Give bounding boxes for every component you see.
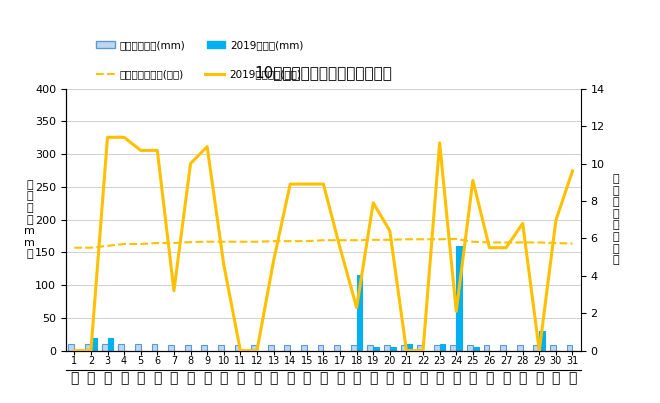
Title: 10月降水量・日照時間（日別）: 10月降水量・日照時間（日別）: [255, 66, 392, 81]
Bar: [69, 344, 75, 351]
Bar: [168, 345, 174, 351]
Bar: [268, 345, 274, 351]
Bar: [434, 345, 440, 351]
Bar: [135, 344, 141, 351]
Bar: [450, 345, 456, 351]
Bar: [108, 338, 114, 351]
Bar: [384, 345, 390, 351]
Bar: [539, 331, 545, 351]
Bar: [351, 345, 356, 351]
Bar: [301, 345, 307, 351]
Bar: [550, 345, 556, 351]
Y-axis label: 降
水
量
（
m
m
）: 降 水 量 （ m m ）: [24, 180, 35, 260]
Bar: [317, 345, 323, 351]
Bar: [118, 344, 124, 351]
Bar: [533, 345, 539, 351]
Bar: [185, 345, 191, 351]
Bar: [401, 345, 407, 351]
Bar: [517, 345, 523, 351]
Bar: [234, 345, 240, 351]
Bar: [467, 345, 473, 351]
Bar: [440, 344, 446, 351]
Bar: [102, 344, 108, 351]
Bar: [152, 344, 157, 351]
Bar: [356, 275, 362, 351]
Bar: [251, 345, 257, 351]
Bar: [91, 338, 97, 351]
Bar: [201, 345, 207, 351]
Bar: [334, 345, 340, 351]
Bar: [407, 344, 412, 351]
Bar: [390, 347, 395, 351]
Bar: [284, 345, 290, 351]
Bar: [484, 345, 490, 351]
Bar: [500, 345, 506, 351]
Bar: [567, 345, 572, 351]
Bar: [368, 345, 373, 351]
Bar: [473, 347, 478, 351]
Bar: [85, 344, 91, 351]
Bar: [417, 345, 423, 351]
Y-axis label: 日
照
時
間
（
時
間
）: 日 照 時 間 （ 時 間 ）: [613, 174, 620, 265]
Bar: [218, 345, 224, 351]
Bar: [456, 246, 462, 351]
Legend: 日照時間平年値(時間), 2019日照時間(時間): 日照時間平年値(時間), 2019日照時間(時間): [92, 65, 305, 83]
Bar: [373, 347, 379, 351]
